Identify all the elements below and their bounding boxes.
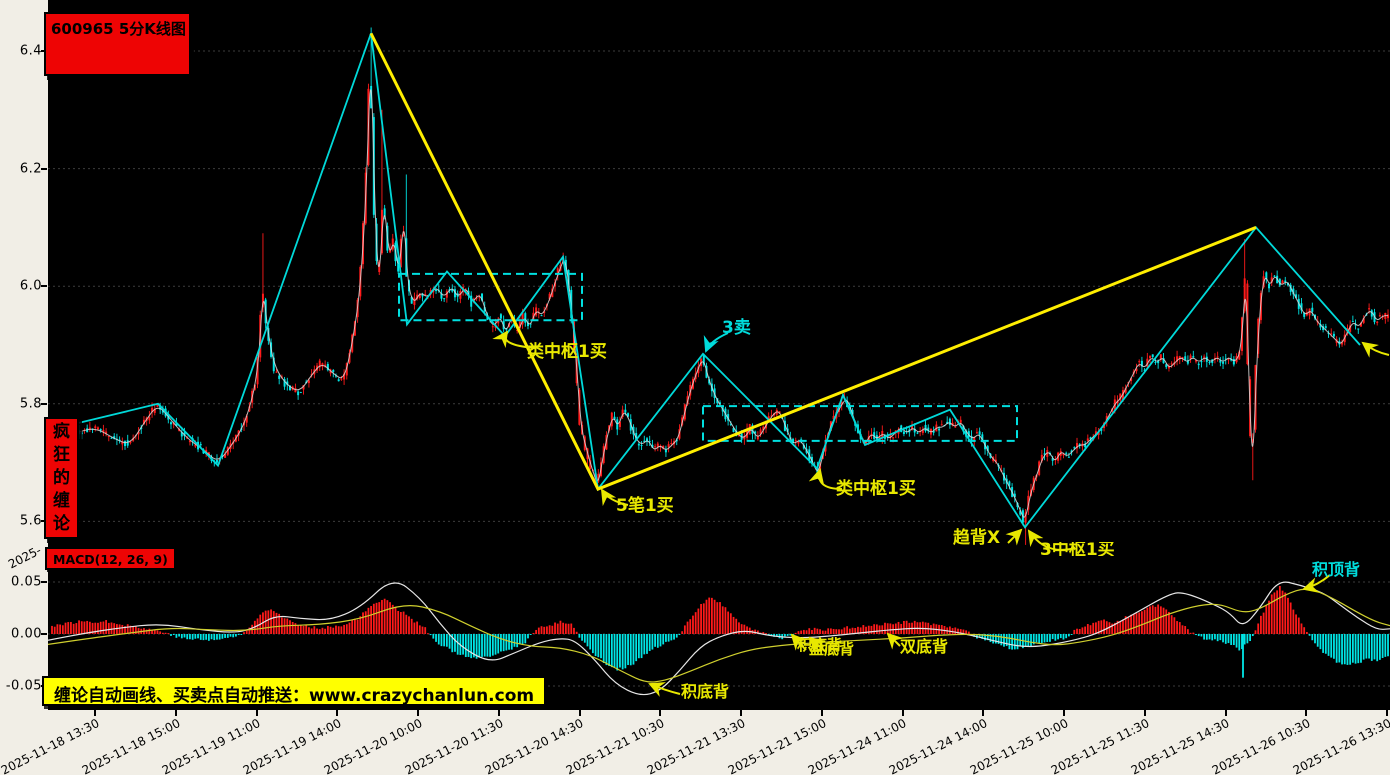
x-tick-mark	[740, 710, 742, 716]
y-tick-mark	[41, 285, 47, 288]
y-tick-mark	[41, 581, 47, 583]
ann-bottom-accum-divergence: 积底背	[681, 682, 730, 701]
x-tick-mark	[820, 710, 823, 716]
y-tick-mark	[41, 633, 47, 635]
ann-3-zhongshu-1buy: 3中枢1买	[1040, 542, 1115, 556]
x-tick-mark	[578, 710, 581, 716]
x-tick-mark	[1386, 710, 1388, 716]
x-tick-mark	[659, 710, 662, 716]
ann-3-sell: 3卖	[722, 318, 751, 338]
macd-indicator-label: MACD(12, 26, 9)	[45, 547, 176, 570]
y-tick-label: 5.8	[19, 396, 42, 412]
y-tick-label: -0.05	[5, 678, 42, 694]
x-tick-mark	[94, 710, 96, 716]
title-banner: 600965 5分K线图	[44, 12, 191, 76]
ann-lei-zhongshu-1buy-b: 类中枢1买	[836, 479, 916, 499]
y-tick-label: 0.05	[11, 574, 42, 590]
x-tick-mark	[255, 710, 258, 716]
x-tick-mark	[982, 710, 985, 716]
ad-banner: 缠论自动画线、买卖点自动推送：www.crazychanlun.com	[42, 676, 547, 706]
y-tick-mark	[41, 167, 47, 170]
x-tick-mark	[1224, 710, 1227, 716]
x-tick-mark	[174, 710, 177, 716]
clipped-axis-label: 2025-	[6, 543, 44, 572]
watermark-banner: 疯 狂 的 缠 论	[44, 417, 79, 539]
ann-5bi-1buy: 5笔1买	[616, 496, 674, 516]
x-tick-mark	[1063, 710, 1065, 716]
x-tick-mark	[1305, 710, 1308, 716]
y-tick-label: 6.0	[19, 278, 42, 294]
ann-top-accum-divergence: 积顶背	[1312, 560, 1361, 579]
ann-trend-divergence-x: 趋背X	[953, 528, 1001, 548]
x-tick-mark	[1143, 710, 1146, 716]
x-tick-mark	[417, 710, 419, 716]
x-tick-mark	[336, 710, 339, 716]
x-tick-mark	[901, 710, 904, 716]
chart-title: 600965 5分K线图	[51, 20, 186, 38]
ann-lei-zhongshu-1buy-a: 类中枢1买	[527, 342, 607, 362]
y-tick-mark	[41, 402, 47, 405]
ann-pan-bottom-divergence: 盘底背	[809, 640, 855, 658]
x-tick-mark	[497, 710, 500, 716]
ann-double-bottom-divergence: 双底背	[900, 637, 949, 656]
kline-macd-chart	[48, 27, 1390, 697]
y-tick-label: 6.4	[19, 43, 42, 59]
y-tick-label: 0.00	[11, 626, 42, 642]
y-tick-label: 5.6	[19, 513, 42, 529]
y-tick-label: 6.2	[19, 161, 42, 177]
plot-area	[48, 0, 1390, 710]
